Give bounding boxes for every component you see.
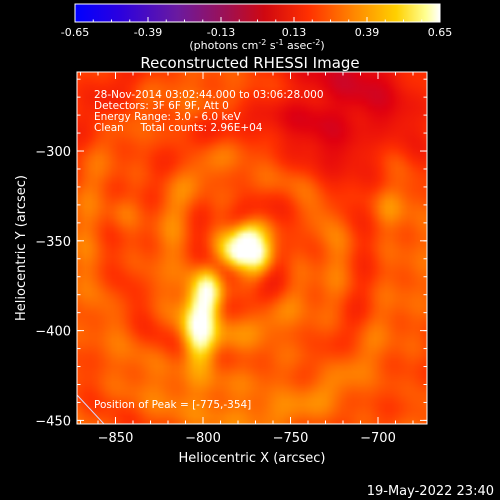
y-tick-label: −300 bbox=[35, 145, 71, 160]
annotation-peak-position: Position of Peak = [-775,-354] bbox=[94, 399, 251, 411]
plot-area bbox=[77, 72, 427, 424]
annotation-time: 28-Nov-2014 03:02:44.000 to 03:06:28.000 bbox=[94, 89, 324, 101]
colorbar-tick-labels: -0.65 -0.39 -0.13 0.13 0.39 0.65 bbox=[61, 26, 452, 39]
annotation-block: 28-Nov-2014 03:02:44.000 to 03:06:28.000… bbox=[94, 89, 324, 134]
y-tick-label: −450 bbox=[35, 414, 71, 429]
plot-frame bbox=[76, 71, 428, 425]
colorbar-tick-label: 0.39 bbox=[355, 26, 380, 39]
colorbar-tick-label: -0.65 bbox=[61, 26, 89, 39]
x-tick-label: −750 bbox=[273, 431, 309, 446]
chart-title: Reconstructed RHESSI Image bbox=[140, 54, 359, 72]
x-tick-label: −850 bbox=[98, 431, 134, 446]
x-tick-label: −700 bbox=[360, 431, 396, 446]
heatmap-image bbox=[77, 72, 427, 424]
y-tick-label: −400 bbox=[35, 325, 71, 340]
x-tick-label: −800 bbox=[185, 431, 221, 446]
colorbar-gradient bbox=[74, 3, 441, 23]
colorbar-unit-label: (photons cm-2 s-1 asec-2) bbox=[189, 38, 324, 52]
y-tick-label: −350 bbox=[35, 235, 71, 250]
colorbar-tick-label: -0.39 bbox=[134, 26, 162, 39]
annotation-energy: Energy Range: 3.0 - 6.0 keV bbox=[94, 111, 242, 123]
x-axis-label: Heliocentric X (arcsec) bbox=[179, 451, 326, 466]
y-axis-label: Heliocentric Y (arcsec) bbox=[14, 175, 29, 321]
colorbar-ticks bbox=[74, 17, 441, 22]
colorbar-tick-label: -0.13 bbox=[207, 26, 235, 39]
annotation-detectors: Detectors: 3F 6F 9F, Att 0 bbox=[94, 100, 229, 112]
x-axis: −850 −800 −750 −700 bbox=[80, 72, 414, 446]
corner-artifact-line bbox=[77, 394, 105, 424]
colorbar: -0.65 -0.39 -0.13 0.13 0.39 0.65 (photons cm-… bbox=[61, 3, 452, 52]
y-axis: −300 −350 −400 −450 bbox=[35, 78, 427, 429]
footer-timestamp: 19-May-2022 23:40 bbox=[367, 484, 494, 499]
annotation-clean: Clean Total counts: 2.96E+04 bbox=[94, 122, 263, 134]
colorbar-tick-label: 0.13 bbox=[282, 26, 307, 39]
colorbar-tick-label: 0.65 bbox=[428, 26, 453, 39]
